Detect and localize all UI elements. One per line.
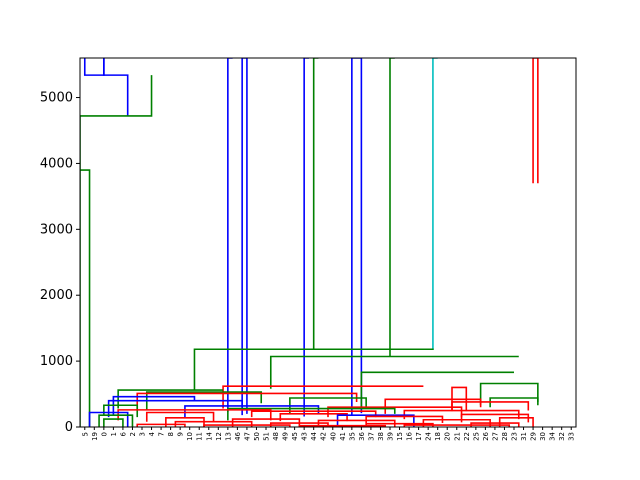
leaf-label: 21 <box>453 432 461 441</box>
leaf-label: 4 <box>148 431 156 436</box>
leaf-label: 13 <box>224 432 232 441</box>
dendrogram-link <box>241 58 248 416</box>
leaf-label: 11 <box>196 432 204 441</box>
leaf-label: 26 <box>482 431 490 440</box>
dendrogram-link <box>250 410 377 418</box>
leaf-label: 5 <box>81 432 89 436</box>
leaf-label: 50 <box>253 432 261 441</box>
leaf-label: 44 <box>310 431 318 440</box>
leaf-label: 1 <box>110 432 118 436</box>
leaf-label: 15 <box>396 432 404 441</box>
leaf-label: 10 <box>186 432 194 441</box>
leaf-label: 3 <box>139 432 147 436</box>
leaf-label: 18 <box>434 432 442 441</box>
dendrogram-link <box>103 404 139 418</box>
leaf-label: 48 <box>272 432 280 441</box>
leaf-label: 45 <box>291 432 299 441</box>
leaf-label: 42 <box>320 432 328 441</box>
y-axis: 0 1000 2000 3000 4000 5000 <box>40 91 80 435</box>
leaf-label: 19 <box>91 432 99 441</box>
leaf-label: 38 <box>377 432 385 441</box>
dendrogram-link <box>145 411 215 422</box>
leaf-label: 49 <box>282 432 290 441</box>
leaf-label: 0 <box>100 432 108 436</box>
dendrogram-links <box>80 58 539 427</box>
dendrogram-link <box>107 399 243 418</box>
dendrogram-link <box>532 58 539 184</box>
dendrogram-link <box>83 58 105 76</box>
leaf-label: 25 <box>472 432 480 441</box>
leaf-label: 30 <box>539 432 547 441</box>
dendrogram-link <box>479 382 539 406</box>
leaf-label: 32 <box>558 432 566 441</box>
dendrogram-link <box>193 348 434 390</box>
dendrogram-link <box>103 58 129 116</box>
dendrogram-link <box>227 58 233 412</box>
leaf-label: 2 <box>129 432 137 436</box>
dendrogram-link <box>298 424 387 427</box>
leaf-label: 17 <box>415 432 423 441</box>
leaf-label: 9 <box>177 432 185 436</box>
dendrogram-link <box>80 169 91 427</box>
leaf-label: 27 <box>491 432 499 441</box>
leaf-label: 34 <box>549 431 557 440</box>
leaf-label: 20 <box>444 432 452 441</box>
dendrogram-link <box>432 58 438 350</box>
leaf-label: 24 <box>425 431 433 440</box>
dendrogram-link <box>203 424 291 427</box>
leaf-label: 46 <box>234 431 242 440</box>
y-tick-label: 0 <box>65 420 73 435</box>
dendrogram-link <box>327 406 463 418</box>
leaf-label: 39 <box>387 432 395 441</box>
leaf-label: 51 <box>263 432 271 441</box>
leaf-label: 35 <box>348 432 356 441</box>
leaf-label: 6 <box>119 431 127 436</box>
dendrogram-link <box>279 413 348 422</box>
leaf-label: 14 <box>205 431 213 440</box>
dendrogram-link <box>80 75 153 171</box>
leaf-label: 12 <box>215 432 223 441</box>
dendrogram-link <box>360 371 514 408</box>
y-tick-label: 5000 <box>40 91 73 106</box>
dendrogram-link <box>312 58 319 350</box>
leaf-label: 33 <box>568 432 576 441</box>
leaf-label: 22 <box>463 432 471 441</box>
dendrogram-link <box>303 58 309 417</box>
leaf-label: 23 <box>511 432 519 441</box>
leaf-label: 43 <box>301 432 309 441</box>
dendrogram-link <box>227 407 396 421</box>
y-tick-label: 1000 <box>40 354 73 369</box>
leaf-label: 31 <box>520 432 528 441</box>
dendrogram-link <box>88 411 129 427</box>
dendrogram-link <box>351 58 363 416</box>
dendrogram-link <box>136 423 186 427</box>
leaf-label: 40 <box>329 432 337 441</box>
leaf-label: 7 <box>158 432 166 436</box>
dendrogram-link <box>98 414 134 427</box>
leaf-label: 28 <box>501 432 509 441</box>
dendrogram-link <box>403 424 511 427</box>
leaf-label: 41 <box>339 432 347 441</box>
leaf-label: 47 <box>243 432 251 441</box>
leaf-label: 36 <box>358 431 366 440</box>
x-axis: 5 19 0 1 6 2 3 4 7 8 9 10 11 14 12 13 46 47 50 51 48 49 45 43 44… <box>81 427 576 441</box>
plot-frame <box>79 57 577 428</box>
y-tick-label: 2000 <box>40 288 73 303</box>
leaf-label: 29 <box>530 432 538 441</box>
dendrogram-link <box>451 401 530 411</box>
dendrogram-link <box>103 418 124 427</box>
leaf-label: 16 <box>406 431 414 440</box>
dendrogram-link <box>389 58 395 357</box>
y-tick-label: 3000 <box>40 222 73 237</box>
y-tick-label: 4000 <box>40 156 73 171</box>
dendrogram-link <box>117 389 224 409</box>
leaf-label: 8 <box>167 432 175 436</box>
leaf-label: 37 <box>367 432 375 441</box>
dendrogram-link <box>269 355 519 389</box>
